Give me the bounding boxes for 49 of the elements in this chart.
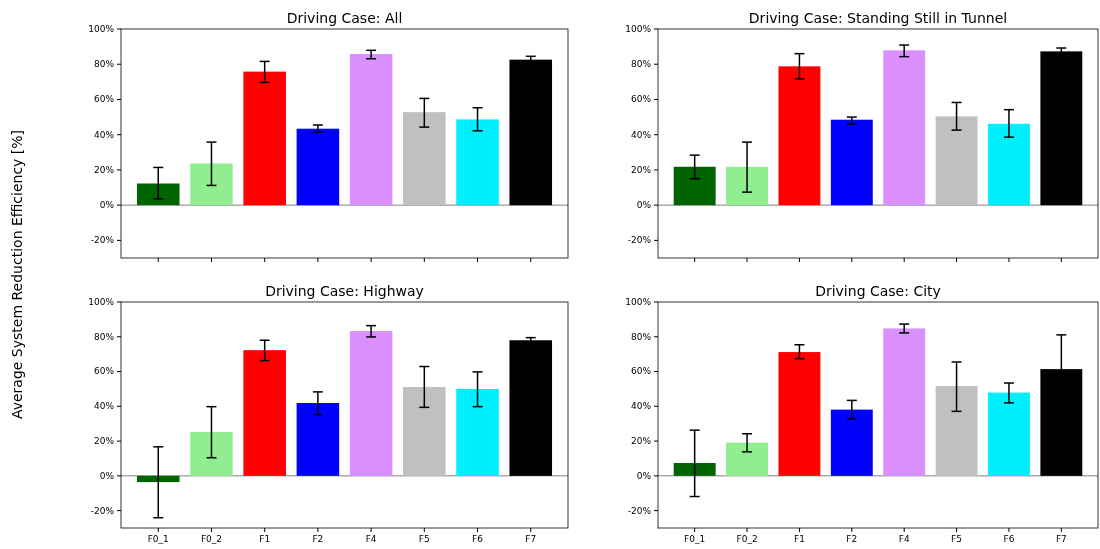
- y-tick-label: 100%: [625, 296, 652, 307]
- x-tick-label: F0_1: [684, 534, 706, 544]
- y-tick-label: 20%: [93, 435, 115, 446]
- x-tick-label: F6: [1003, 534, 1015, 544]
- x-tick-label: F6: [472, 534, 484, 544]
- y-tick-label: 80%: [93, 331, 115, 342]
- y-tick-label: 60%: [630, 94, 652, 105]
- y-tick-label: 100%: [625, 23, 652, 34]
- y-tick-label: -20%: [627, 505, 652, 516]
- x-tick-label: F4: [898, 534, 910, 544]
- y-tick-label: 80%: [93, 59, 115, 70]
- y-tick-label: -20%: [627, 235, 652, 246]
- x-tick-label: F4: [365, 534, 377, 544]
- y-tick-label: 20%: [630, 435, 652, 446]
- x-tick-label: F1: [259, 534, 271, 544]
- chart-title: Driving Case: City: [815, 283, 941, 299]
- y-tick-label: 60%: [630, 366, 652, 377]
- y-axis-title: Average System Reduction Efficiency [%]: [9, 129, 25, 420]
- y-tick-label: 60%: [93, 366, 115, 377]
- chart-title: Driving Case: Standing Still in Tunnel: [748, 10, 1008, 26]
- x-tick-label: F2: [312, 534, 324, 544]
- y-tick-label: 40%: [630, 129, 652, 140]
- y-tick-label: -20%: [90, 235, 115, 246]
- x-tick-label: F0_1: [147, 534, 169, 544]
- x-tick-label: F1: [793, 534, 805, 544]
- y-tick-label: 0%: [636, 200, 652, 211]
- y-tick-label: 40%: [93, 129, 115, 140]
- y-tick-label: 100%: [88, 296, 115, 307]
- y-tick-label: 60%: [93, 94, 115, 105]
- x-tick-label: F7: [525, 534, 537, 544]
- x-tick-label: F0_2: [200, 534, 223, 544]
- chart-title: Driving Case: Highway: [265, 283, 424, 299]
- y-tick-label: 80%: [630, 59, 652, 70]
- y-tick-label: 100%: [88, 23, 115, 34]
- y-tick-label: 40%: [93, 401, 115, 412]
- x-tick-label: F2: [846, 534, 858, 544]
- x-tick-label: F7: [1055, 534, 1067, 544]
- y-tick-label: 0%: [99, 470, 115, 481]
- y-tick-label: 80%: [630, 331, 652, 342]
- y-tick-label: 40%: [630, 401, 652, 412]
- y-tick-label: 20%: [630, 164, 652, 175]
- y-tick-label: -20%: [90, 505, 115, 516]
- chart-title: Driving Case: All: [286, 10, 403, 26]
- y-tick-label: 0%: [99, 200, 115, 211]
- x-tick-label: F5: [951, 534, 963, 544]
- y-tick-label: 0%: [636, 470, 652, 481]
- x-tick-label: F5: [418, 534, 430, 544]
- y-tick-label: 20%: [93, 164, 115, 175]
- x-tick-label: F0_2: [736, 534, 758, 544]
